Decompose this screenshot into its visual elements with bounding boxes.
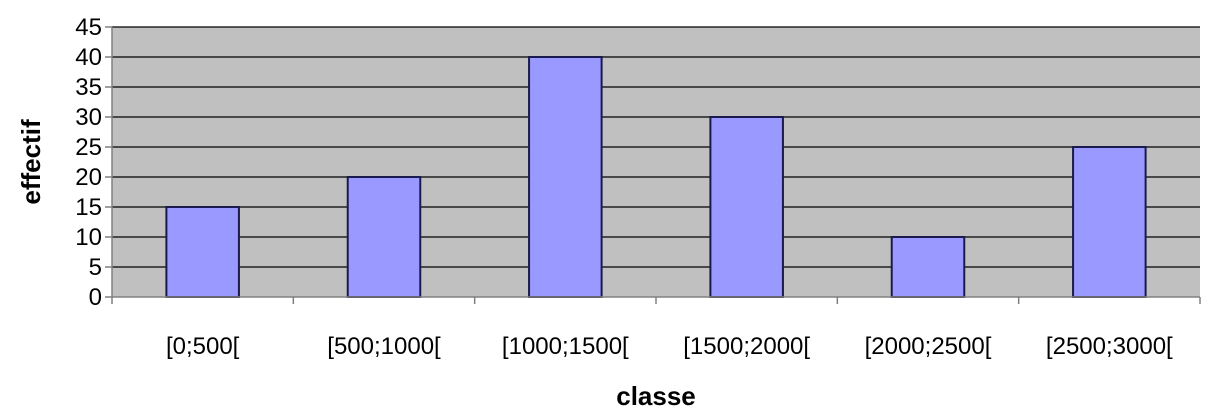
bar xyxy=(890,236,966,298)
plot-area xyxy=(112,27,1200,297)
x-tick-label: [2500;3000[ xyxy=(1046,333,1173,360)
y-tick-label: 0 xyxy=(89,284,102,311)
x-tick-label: [2000;2500[ xyxy=(865,333,992,360)
y-tick-labels: 0 5 10 15 20 25 30 35 40 45 xyxy=(75,14,102,311)
y-tick-label: 30 xyxy=(75,104,102,131)
x-tick-label: [500;1000[ xyxy=(327,333,441,360)
x-tick-labels: [0;500[ [500;1000[ [1000;1500[ [1500;2000[ [… xyxy=(166,333,1173,360)
y-tick-label: 25 xyxy=(75,134,102,161)
x-tick-label: [1500;2000[ xyxy=(683,333,810,360)
y-tick-label: 20 xyxy=(75,164,102,191)
bar xyxy=(1072,146,1147,298)
bar xyxy=(528,56,603,298)
y-tick-label: 10 xyxy=(75,224,102,251)
bar xyxy=(346,176,422,298)
x-tick-label: [0;500[ xyxy=(166,333,240,360)
y-tick-label: 40 xyxy=(75,44,102,71)
x-axis-title: classe xyxy=(616,381,696,411)
bar xyxy=(709,116,784,298)
bars xyxy=(165,56,1147,298)
y-tick-label: 45 xyxy=(75,14,102,41)
y-tick-label: 5 xyxy=(89,254,102,281)
axes xyxy=(105,26,1201,304)
gridlines xyxy=(112,26,1200,268)
y-axis-title: effectif xyxy=(16,119,46,205)
y-tick-label: 35 xyxy=(75,74,102,101)
bar xyxy=(165,206,240,298)
x-tick-label: [1000;1500[ xyxy=(502,333,629,360)
y-tick-label: 15 xyxy=(75,194,102,221)
